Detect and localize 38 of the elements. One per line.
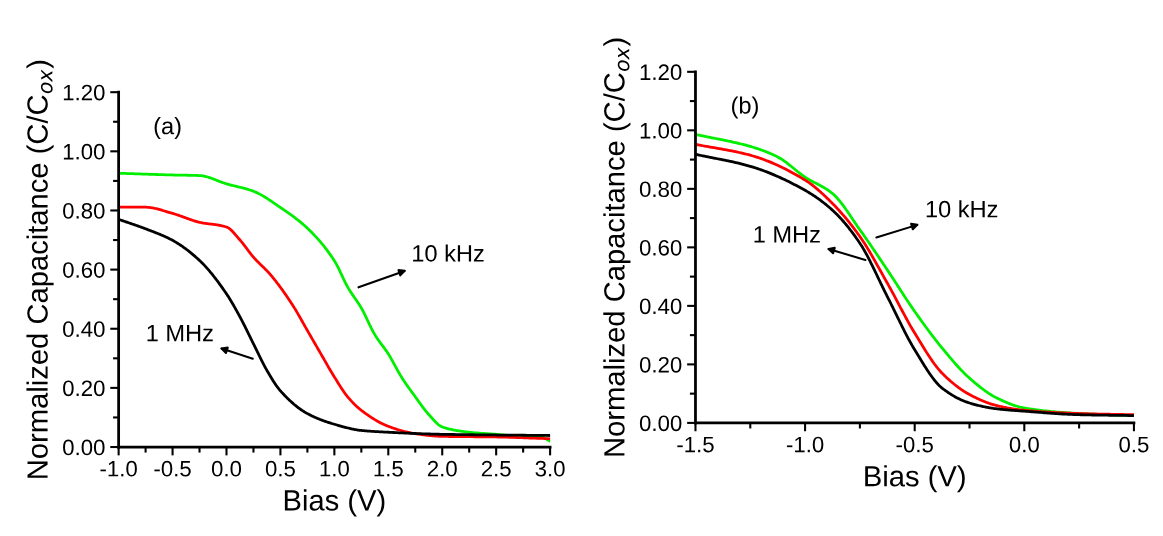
- y-tick-label: 0.00: [639, 415, 682, 432]
- y-axis-title: Normalized Capacitance (C/C$_{ox}$): [603, 38, 631, 456]
- y-tick-label: 0.40: [63, 321, 105, 338]
- annotation: 10 kHz: [926, 200, 998, 218]
- y-tick-label: 1.00: [63, 143, 105, 160]
- y-tick-label: 1.00: [640, 122, 682, 139]
- y-tick-label: 1.20: [63, 84, 105, 101]
- y-tick-label: 0.80: [639, 181, 682, 198]
- x-tick-label: 0.5: [1119, 436, 1149, 453]
- x-tick-label: 0.0: [1009, 436, 1039, 453]
- y-tick-label: 0.60: [63, 262, 105, 278]
- annotation: 1 MHz: [147, 324, 213, 342]
- x-tick-label: -1.0: [786, 436, 824, 453]
- y-tick-label: 0.20: [639, 356, 682, 373]
- y-tick-label: 0.00: [63, 439, 105, 456]
- x-axis-title: Bias (V): [284, 489, 385, 517]
- x-tick-label: -1.0: [100, 460, 137, 477]
- y-tick-label: 0.20: [63, 380, 105, 397]
- x-tick-label: -0.5: [154, 460, 191, 477]
- x-axis-title: Bias (V): [865, 465, 965, 493]
- y-axis-title: Normalized Capacitance (C/C$_{ox}$): [26, 60, 54, 478]
- x-tick-label: 2.0: [427, 460, 457, 477]
- x-tick-label: 2.5: [481, 460, 511, 477]
- x-tick-label: 0.0: [211, 460, 242, 477]
- x-tick-label: -1.5: [677, 436, 714, 453]
- annotation: (a): [154, 117, 181, 140]
- x-tick-label: 0.5: [265, 460, 295, 477]
- y-tick-label: 0.80: [63, 203, 105, 219]
- y-tick-label: 0.40: [639, 298, 682, 315]
- x-tick-label: 3.0: [535, 460, 565, 477]
- x-tick-label: 1.0: [320, 460, 349, 477]
- x-tick-label: -0.5: [896, 436, 933, 453]
- y-tick-label: 0.60: [639, 239, 682, 256]
- annotation: 1 MHz: [754, 226, 820, 243]
- annotation: 10 kHz: [413, 244, 484, 262]
- x-tick-label: 1.5: [374, 461, 403, 477]
- annotation: (b): [732, 96, 758, 119]
- y-tick-label: 1.20: [640, 64, 682, 81]
